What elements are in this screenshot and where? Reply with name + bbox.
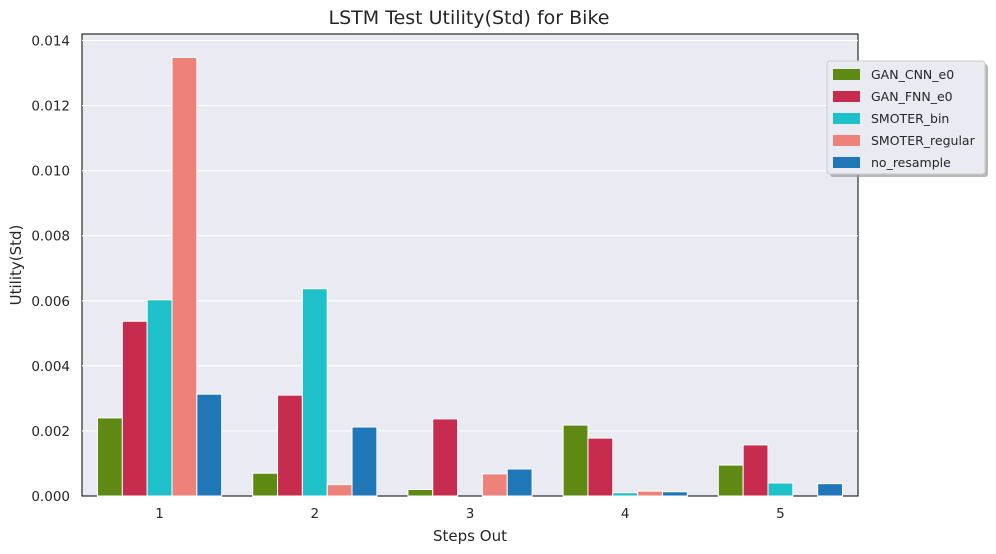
y-tick-label: 0.006 (31, 294, 70, 310)
bar-no-resample-3 (506, 468, 533, 497)
y-tick-label: 0.000 (31, 489, 70, 505)
bar-gan-fnn-e0-2 (277, 394, 303, 497)
legend-swatch (833, 69, 860, 80)
x-tick-label: 5 (776, 506, 785, 522)
x-tick-label: 3 (466, 506, 475, 522)
legend-box (826, 60, 986, 175)
y-tick-label: 0.002 (31, 424, 70, 440)
bar-smoter-bin-1 (146, 299, 173, 497)
bar-no-resample-1 (196, 393, 223, 497)
bar-gan-fnn-e0-3 (432, 418, 459, 497)
legend-label: GAN_FNN_e0 (871, 89, 953, 104)
bar-gan-cnn-e0-5 (717, 464, 744, 497)
legend-swatch (833, 157, 860, 168)
bar-smoter-regular-4 (637, 490, 663, 497)
y-tick-label: 0.014 (31, 34, 70, 50)
bar-gan-fnn-e0-1 (121, 320, 148, 497)
y-tick-label: 0.004 (31, 359, 70, 375)
x-tick-labels: 1 2 3 4 5 (155, 506, 784, 522)
bars (97, 56, 843, 497)
y-tick-labels: 0.000 0.002 0.004 0.006 0.008 0.010 0.012 0.014 (31, 34, 70, 505)
y-tick-label: 0.008 (31, 229, 70, 245)
bar-gan-cnn-e0-4 (562, 424, 589, 497)
y-axis-label: Utility(Std) (7, 225, 25, 306)
legend-label: SMOTER_regular (871, 133, 976, 148)
legend-swatch (833, 135, 860, 146)
x-tick-label: 1 (155, 506, 164, 522)
legend: GAN_CNN_e0 GAN_FNN_e0 SMOTER_bin SMOTER_reg… (826, 60, 988, 177)
bar-smoter-bin-5 (767, 482, 794, 497)
y-tick-label: 0.010 (31, 164, 70, 180)
legend-label: GAN_CNN_e0 (871, 67, 954, 82)
x-tick-label: 4 (621, 506, 630, 522)
bar-no-resample-5 (817, 483, 843, 497)
legend-label: no_resample (871, 155, 951, 170)
legend-swatch (833, 113, 860, 124)
bar-smoter-regular-1 (171, 56, 198, 497)
y-tick-label: 0.012 (31, 99, 70, 115)
bar-gan-fnn-e0-4 (587, 437, 614, 497)
bar-gan-cnn-e0-2 (252, 472, 279, 497)
x-tick-label: 2 (311, 506, 320, 522)
bar-no-resample-4 (661, 491, 688, 497)
bar-smoter-regular-3 (481, 473, 508, 497)
chart-title: LSTM Test Utility(Std) for Bike (329, 7, 610, 29)
legend-label: SMOTER_bin (871, 111, 949, 126)
bar-smoter-regular-2 (326, 484, 353, 497)
bar-gan-cnn-e0-3 (407, 488, 434, 497)
bar-gan-fnn-e0-5 (742, 444, 769, 497)
x-axis-label: Steps Out (433, 527, 507, 545)
bar-smoter-bin-4 (612, 492, 639, 497)
bar-gan-cnn-e0-1 (97, 417, 123, 497)
bar-no-resample-2 (351, 426, 378, 497)
legend-swatch (833, 91, 860, 102)
bar-smoter-bin-2 (301, 288, 328, 497)
